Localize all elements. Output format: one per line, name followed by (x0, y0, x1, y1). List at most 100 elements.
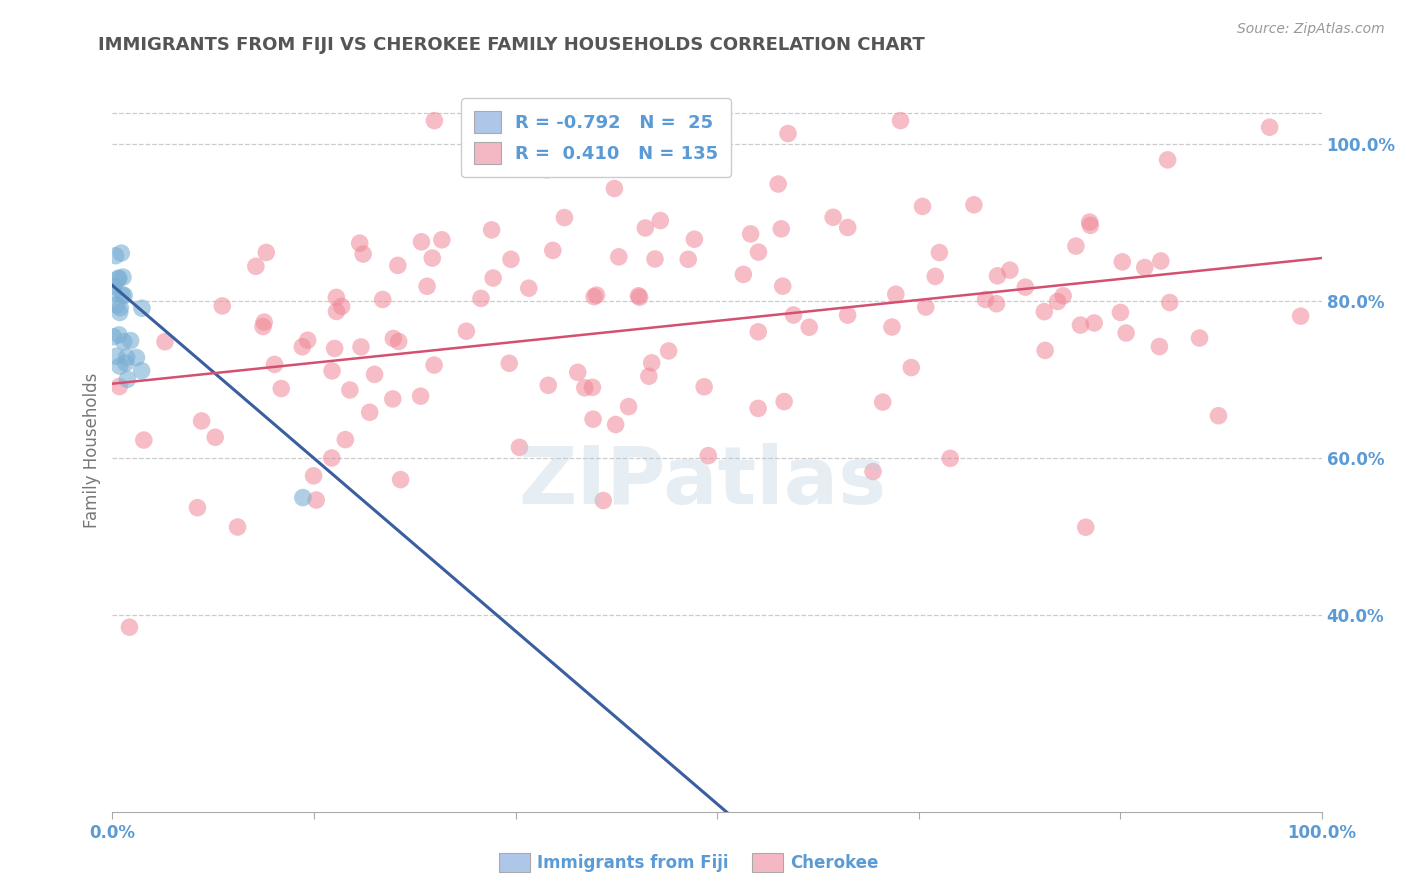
Point (363, 368, 385, 382)
Point (583, 290, 606, 304)
Point (381, 392, 404, 406)
Point (387, 259, 409, 273)
Point (837, 308, 859, 322)
Point (553, 211, 575, 225)
Point (1064, 239, 1087, 253)
Point (350, 340, 373, 354)
Point (1109, 305, 1132, 319)
Point (1083, 316, 1105, 330)
Point (585, 288, 607, 302)
Point (1208, 409, 1230, 423)
Point (456, 324, 478, 338)
Point (607, 250, 630, 264)
Point (924, 269, 946, 284)
Point (125, 351, 148, 365)
Point (1115, 326, 1137, 340)
Point (1133, 260, 1156, 275)
Point (939, 451, 962, 466)
Point (880, 320, 903, 334)
Point (131, 301, 153, 316)
Point (658, 343, 681, 358)
Point (131, 364, 153, 378)
Point (270, 382, 292, 396)
Point (339, 383, 361, 397)
Point (226, 520, 249, 534)
Point (998, 263, 1021, 277)
Point (872, 395, 894, 409)
Point (103, 330, 125, 344)
Point (776, 127, 799, 141)
Point (371, 293, 394, 307)
Point (103, 279, 125, 293)
Point (747, 325, 769, 339)
Point (352, 247, 374, 261)
Point (211, 299, 233, 313)
Point (1052, 289, 1074, 303)
Point (1014, 280, 1036, 294)
Point (132, 433, 155, 447)
Point (766, 177, 789, 191)
Point (110, 246, 132, 260)
Point (325, 290, 347, 304)
Point (245, 260, 267, 274)
Point (567, 365, 589, 379)
Point (650, 213, 672, 227)
Point (105, 349, 128, 363)
Point (911, 199, 934, 213)
Point (204, 430, 226, 444)
Point (1188, 331, 1211, 345)
Point (1078, 219, 1101, 233)
Point (108, 359, 131, 373)
Point (330, 299, 353, 313)
Point (501, 137, 523, 152)
Point (1150, 254, 1173, 268)
Point (782, 308, 804, 322)
Point (1033, 343, 1056, 358)
Point (297, 333, 319, 347)
Point (481, 223, 503, 237)
Point (1289, 309, 1312, 323)
Point (252, 319, 274, 334)
Point (986, 297, 1008, 311)
Point (928, 245, 950, 260)
Point (574, 381, 596, 395)
Point (508, 441, 530, 455)
Point (254, 245, 277, 260)
Point (644, 252, 666, 266)
Point (112, 334, 135, 349)
Point (1074, 520, 1097, 534)
Point (974, 293, 997, 307)
Point (420, 251, 443, 265)
Point (112, 288, 135, 302)
Point (111, 270, 134, 285)
Point (889, 113, 911, 128)
Point (349, 236, 371, 251)
Point (321, 450, 343, 465)
Point (104, 249, 127, 263)
Text: IMMIGRANTS FROM FIJI VS CHEROKEE FAMILY HOUSEHOLDS CORRELATION CHART: IMMIGRANTS FROM FIJI VS CHEROKEE FAMILY … (98, 36, 925, 54)
Point (108, 327, 131, 342)
Point (900, 360, 922, 375)
Point (683, 232, 706, 246)
Point (914, 300, 936, 314)
Point (107, 272, 129, 286)
Point (537, 378, 560, 392)
Point (498, 356, 520, 370)
Point (382, 331, 405, 345)
Point (335, 433, 357, 447)
Point (1111, 255, 1133, 269)
Point (799, 320, 821, 334)
Point (1046, 294, 1069, 309)
Point (963, 198, 986, 212)
Point (1149, 340, 1171, 354)
Point (120, 334, 142, 348)
Point (697, 449, 720, 463)
Point (423, 113, 446, 128)
Point (740, 227, 762, 241)
Point (1033, 304, 1056, 318)
Point (263, 358, 285, 372)
Point (108, 271, 131, 285)
Legend: R = -0.792   N =  25, R =  0.410   N = 135: R = -0.792 N = 25, R = 0.410 N = 135 (461, 98, 731, 177)
Point (111, 288, 134, 302)
Point (747, 401, 769, 416)
